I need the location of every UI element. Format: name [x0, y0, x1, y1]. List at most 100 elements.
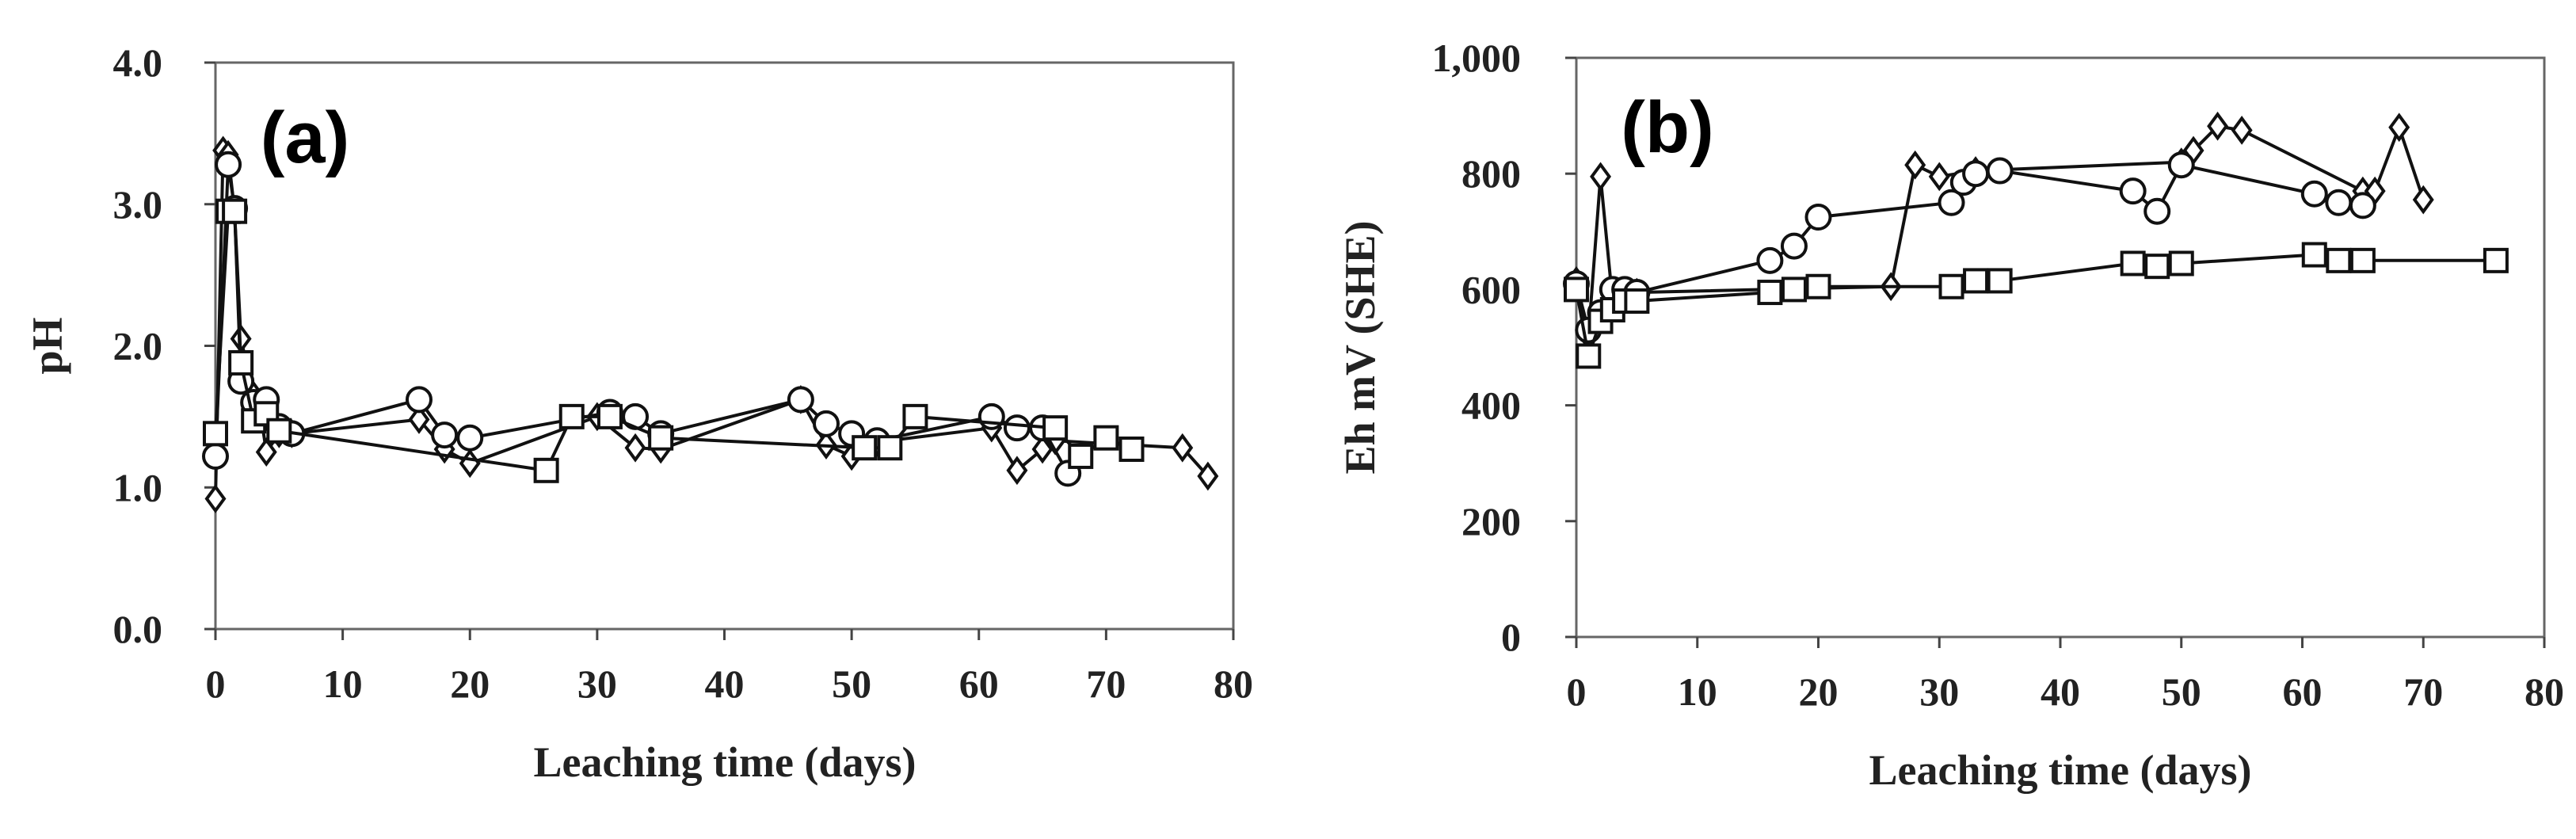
data-point-square — [1805, 273, 1831, 299]
data-point-circle — [813, 410, 840, 437]
data-point-circle — [215, 151, 242, 178]
x-tick-label: 30 — [1919, 669, 1959, 714]
data-point-circle — [2300, 180, 2328, 208]
data-point-square — [1042, 415, 1069, 441]
y-tick-label: 200 — [1461, 499, 1521, 543]
panel-b: 0 200 400 600 800 1,000 0 10 20 30 40 50 60 70 80 Leach… — [1336, 36, 2564, 794]
data-point-diamond — [2388, 113, 2410, 143]
data-point-circle — [431, 421, 459, 449]
panel-label: (a) — [261, 97, 349, 178]
plot-frame — [214, 61, 1235, 631]
data-point-square — [558, 403, 585, 429]
data-point-circle — [2325, 189, 2353, 216]
data-point-circle — [456, 424, 484, 452]
data-point-square — [852, 435, 878, 461]
data-point-square — [533, 457, 559, 483]
data-point-diamond — [255, 437, 277, 467]
x-tick-label: 0 — [206, 662, 226, 706]
y-tick-label: 800 — [1461, 151, 1521, 196]
x-axis-label: Leaching time (days) — [1869, 746, 2252, 794]
data-point-circle — [1804, 204, 1832, 231]
data-point-square — [1564, 276, 1589, 303]
data-point-square — [1963, 268, 1989, 294]
data-point-diamond — [1904, 150, 1926, 180]
y-tick-label: 4.0 — [113, 40, 163, 85]
x-tick-label: 20 — [450, 662, 490, 706]
data-point-square — [2168, 250, 2194, 276]
x-tick-label: 80 — [1214, 662, 1253, 706]
data-point-circle — [1962, 160, 1990, 188]
data-point-square — [228, 349, 254, 376]
x-tick-label: 20 — [1799, 669, 1839, 714]
data-point-diamond — [459, 448, 481, 479]
data-point-square — [1118, 436, 1145, 462]
x-tick-label: 40 — [705, 662, 745, 706]
data-point-diamond — [2231, 115, 2253, 145]
x-tick-label: 70 — [2403, 669, 2443, 714]
data-point-circle — [1986, 157, 2014, 185]
data-point-square — [1781, 276, 1807, 303]
data-point-circle — [202, 442, 229, 470]
y-axis-label: pH — [24, 317, 71, 374]
x-tick-label: 50 — [832, 662, 871, 706]
data-point-diamond — [1197, 461, 1219, 491]
data-point-circle — [2119, 177, 2147, 205]
data-point-square — [1757, 280, 1783, 306]
data-point-square — [266, 418, 292, 444]
data-point-square — [2120, 250, 2146, 276]
data-point-square — [1093, 425, 1119, 451]
data-point-circle — [1756, 246, 1784, 274]
data-point-circle — [406, 386, 433, 414]
y-tick-label: 3.0 — [113, 182, 163, 227]
x-tick-label: 70 — [1086, 662, 1126, 706]
data-point-square — [648, 425, 674, 451]
x-tick-label: 10 — [323, 662, 363, 706]
x-tick-label: 80 — [2525, 669, 2564, 714]
x-tick-label: 40 — [2041, 669, 2080, 714]
y-tick-label: 600 — [1461, 267, 1521, 311]
y-tick-label: 0.0 — [113, 607, 163, 651]
data-point-square — [1938, 273, 1964, 299]
data-point-square — [1068, 443, 1094, 469]
x-axis-label: Leaching time (days) — [534, 738, 916, 786]
plot-frame — [1575, 56, 2546, 639]
data-point-diamond — [204, 484, 227, 513]
data-point-diamond — [1006, 456, 1028, 486]
data-point-square — [877, 435, 903, 461]
data-point-circle — [2349, 192, 2376, 219]
data-point-diamond — [1172, 433, 1194, 463]
data-point-circle — [1938, 189, 1965, 216]
data-point-diamond — [1928, 162, 1950, 192]
data-point-square — [203, 421, 228, 447]
x-tick-label: 50 — [2162, 669, 2201, 714]
y-axis-label: Eh mV (SHE) — [1336, 220, 1384, 474]
data-point-square — [596, 403, 623, 429]
panel-a: 0.0 1.0 2.0 3.0 4.0 0 10 20 30 40 50 60 70 80 Leaching… — [24, 40, 1253, 786]
data-point-diamond — [2412, 185, 2434, 215]
data-point-diamond — [408, 405, 430, 434]
x-tick-label: 10 — [1678, 669, 1717, 714]
x-tick-label: 30 — [577, 662, 617, 706]
y-tick-label: 0 — [1501, 615, 1521, 659]
x-tick-label: 60 — [2283, 669, 2323, 714]
x-tick-label: 0 — [1567, 669, 1587, 714]
data-point-square — [902, 403, 928, 429]
y-tick-label: 1,000 — [1432, 36, 1522, 80]
data-point-square — [222, 198, 248, 224]
y-tick-label: 1.0 — [113, 465, 163, 509]
data-point-circle — [1003, 414, 1031, 442]
y-tick-label: 400 — [1461, 383, 1521, 428]
y-tick-label: 2.0 — [113, 324, 163, 368]
data-point-square — [1624, 288, 1650, 315]
data-point-circle — [2143, 197, 2171, 225]
data-point-square — [2144, 254, 2170, 280]
data-point-square — [2349, 247, 2376, 273]
data-point-circle — [787, 386, 814, 414]
data-point-circle — [1780, 232, 1808, 260]
data-point-square — [2326, 247, 2352, 273]
data-point-circle — [2167, 151, 2195, 179]
data-point-square — [2483, 247, 2509, 273]
data-point-square — [2301, 242, 2327, 268]
data-point-square — [1987, 268, 2013, 294]
